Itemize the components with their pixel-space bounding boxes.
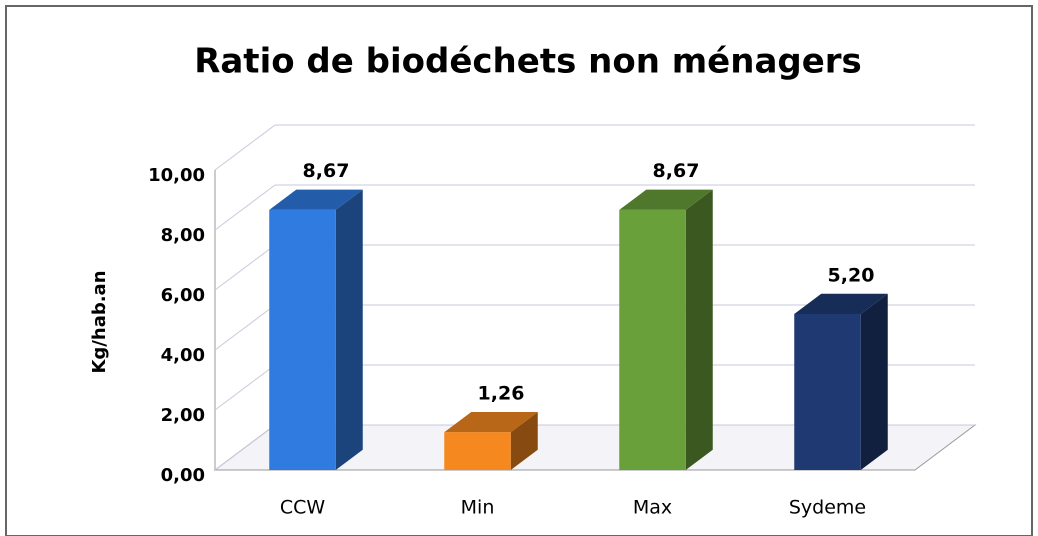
y-tick-label: 0,00 <box>161 465 205 486</box>
y-tick-label: 8,00 <box>161 225 205 246</box>
bar <box>794 314 861 470</box>
value-label: 8,67 <box>653 160 700 182</box>
bar-top <box>444 411 538 433</box>
x-tick-label: Min <box>461 497 495 519</box>
bar-side <box>510 411 538 470</box>
bar-top <box>794 293 888 314</box>
grid-line <box>214 184 276 231</box>
bar <box>444 432 511 470</box>
value-label: 8,67 <box>303 160 350 182</box>
bar-side <box>860 293 888 470</box>
bar <box>619 209 686 470</box>
x-tick-label: Sydeme <box>789 497 866 519</box>
chart-title: Ratio de biodéchets non ménagers <box>194 42 862 82</box>
bar-top <box>619 189 713 210</box>
y-tick-label: 10,00 <box>148 165 205 186</box>
y-axis-label: Kg/hab.an <box>89 270 110 373</box>
grid-line <box>214 364 276 411</box>
y-tick-label: 6,00 <box>161 285 205 306</box>
grid-line <box>214 424 276 471</box>
value-label: 1,26 <box>478 382 525 404</box>
bar-side <box>685 189 713 470</box>
x-tick-label: CCW <box>280 497 326 519</box>
bar-top <box>269 189 363 210</box>
grid-line <box>214 304 276 351</box>
grid-line <box>214 244 276 291</box>
y-tick-label: 2,00 <box>161 405 205 426</box>
grid-line <box>214 124 276 171</box>
y-tick-label: 4,00 <box>161 345 205 366</box>
value-label: 5,20 <box>828 264 875 286</box>
bar-side <box>335 189 363 470</box>
x-tick-label: Max <box>633 497 672 519</box>
bar <box>269 209 336 470</box>
